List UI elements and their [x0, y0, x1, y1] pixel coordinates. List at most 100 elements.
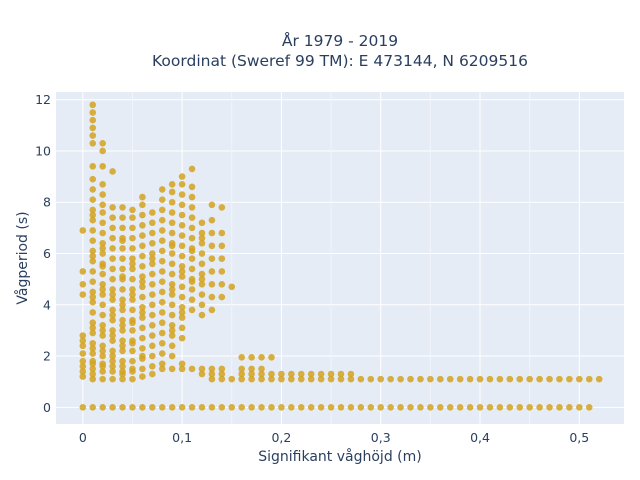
data-point — [119, 273, 126, 280]
y-tick-label: 6 — [43, 246, 51, 261]
data-point — [188, 183, 196, 191]
y-tick-label: 4 — [43, 297, 51, 312]
data-point — [407, 375, 414, 383]
data-point — [168, 209, 176, 216]
data-point — [278, 404, 285, 411]
data-point — [99, 209, 106, 216]
data-point — [89, 216, 97, 224]
data-point — [119, 375, 126, 383]
data-point — [158, 237, 166, 244]
data-point — [258, 365, 265, 373]
data-point — [178, 304, 186, 311]
data-point — [198, 365, 206, 373]
data-point — [79, 350, 87, 357]
data-point — [119, 237, 126, 244]
data-point — [347, 375, 355, 383]
data-point — [198, 260, 206, 268]
data-point — [248, 404, 255, 411]
data-point — [99, 327, 106, 334]
data-point — [149, 363, 156, 370]
data-point — [79, 404, 87, 411]
data-point — [516, 404, 524, 411]
data-point — [168, 260, 176, 268]
data-point — [89, 247, 97, 255]
data-point — [198, 275, 206, 283]
data-point — [476, 404, 484, 411]
data-point — [149, 250, 156, 257]
data-point — [178, 334, 186, 342]
data-point — [99, 363, 106, 370]
data-point — [208, 365, 216, 373]
data-point — [139, 211, 146, 219]
data-point — [89, 293, 97, 301]
data-point — [297, 375, 305, 383]
data-point — [188, 255, 196, 262]
data-point — [89, 309, 97, 316]
data-point — [178, 360, 186, 368]
data-point — [89, 186, 97, 193]
data-point — [218, 242, 226, 250]
data-point — [238, 370, 245, 378]
data-point — [198, 404, 206, 411]
data-point — [129, 206, 136, 214]
data-point — [139, 304, 146, 311]
data-point — [258, 375, 265, 383]
data-point — [89, 324, 97, 332]
data-point — [109, 204, 116, 211]
data-point — [317, 375, 325, 383]
data-point — [168, 188, 176, 196]
data-point — [89, 345, 97, 352]
data-point — [119, 255, 126, 262]
data-point — [218, 255, 226, 262]
data-point — [89, 237, 97, 244]
data-point — [476, 375, 484, 383]
data-point — [178, 314, 186, 321]
data-point — [456, 404, 464, 411]
data-point — [307, 370, 315, 378]
data-point — [149, 209, 156, 216]
data-point — [79, 357, 87, 365]
y-axis-title: Vågperiod (s) — [14, 211, 31, 304]
data-point — [168, 404, 176, 411]
data-point — [585, 375, 593, 383]
data-point — [218, 365, 226, 373]
data-point — [109, 168, 116, 175]
data-point — [158, 216, 166, 224]
data-point — [139, 222, 146, 229]
data-point — [198, 229, 206, 237]
data-point — [168, 342, 176, 350]
data-point — [228, 375, 236, 383]
data-point — [576, 375, 583, 383]
data-point — [129, 291, 136, 298]
data-point — [149, 370, 156, 378]
data-point — [109, 214, 116, 221]
data-point — [526, 375, 533, 383]
data-point — [158, 257, 166, 265]
x-tick-label: 0,1 — [172, 430, 192, 445]
data-point — [129, 214, 136, 221]
data-point — [178, 242, 186, 250]
data-point — [129, 245, 136, 252]
data-point — [208, 375, 216, 383]
data-point — [109, 357, 116, 365]
data-point — [198, 239, 206, 247]
data-point — [89, 360, 97, 368]
chart-title-line-2: Koordinat (Sweref 99 TM): E 473144, N 62… — [152, 52, 528, 70]
data-point — [89, 298, 97, 306]
data-point — [178, 283, 186, 291]
data-point — [516, 375, 524, 383]
data-point — [427, 404, 434, 411]
data-point — [337, 370, 345, 378]
data-point — [436, 375, 444, 383]
data-point — [288, 375, 295, 383]
data-point — [119, 204, 126, 211]
data-point — [89, 339, 97, 347]
y-axis-ticks: 0 2 4 6 8 10 12 — [35, 92, 51, 415]
data-point — [158, 309, 166, 316]
data-point — [109, 352, 116, 360]
data-point — [546, 375, 553, 383]
data-point — [218, 370, 226, 378]
data-point — [99, 180, 106, 188]
data-point — [288, 370, 295, 378]
data-point — [576, 404, 583, 411]
